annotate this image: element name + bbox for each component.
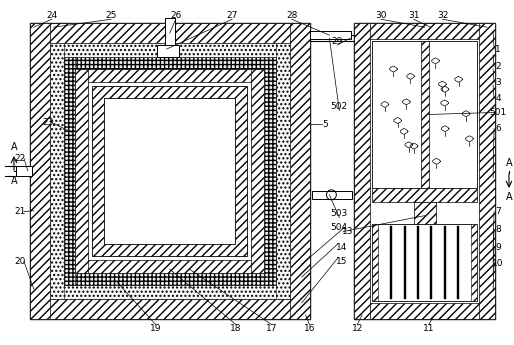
Text: 504: 504 <box>331 223 348 232</box>
Text: A: A <box>11 142 17 152</box>
Text: 7: 7 <box>495 207 501 216</box>
Bar <box>290 23 309 319</box>
Text: 8: 8 <box>495 225 501 234</box>
Text: 3: 3 <box>495 78 501 87</box>
Bar <box>471 224 477 301</box>
Text: 5: 5 <box>323 120 328 129</box>
Bar <box>30 23 309 43</box>
Bar <box>414 202 435 224</box>
Text: 1: 1 <box>495 45 501 53</box>
Text: 17: 17 <box>266 324 278 333</box>
Text: 30: 30 <box>375 11 387 20</box>
Bar <box>50 285 290 299</box>
Bar <box>104 98 235 244</box>
Bar <box>372 41 477 188</box>
Bar <box>93 86 247 256</box>
Text: 20: 20 <box>14 257 26 266</box>
Bar <box>354 23 495 39</box>
Text: 2: 2 <box>495 62 501 71</box>
Text: 14: 14 <box>336 243 347 252</box>
Bar <box>417 226 419 299</box>
Bar <box>420 41 429 188</box>
Bar <box>50 43 64 299</box>
Text: 22: 22 <box>14 154 26 162</box>
Bar <box>30 23 309 319</box>
Text: A: A <box>506 192 512 202</box>
Text: 9: 9 <box>495 243 501 252</box>
Text: 32: 32 <box>437 11 448 20</box>
Text: 23: 23 <box>42 118 53 127</box>
Text: 27: 27 <box>227 11 238 20</box>
Text: 16: 16 <box>304 324 315 333</box>
Text: 502: 502 <box>331 102 348 111</box>
Bar <box>30 23 50 319</box>
Text: 21: 21 <box>14 207 26 216</box>
Text: 18: 18 <box>230 324 242 333</box>
Bar <box>430 226 432 299</box>
Bar <box>30 299 309 319</box>
Text: 501: 501 <box>489 108 507 117</box>
Bar <box>390 226 392 299</box>
Bar <box>16 166 32 176</box>
Text: 15: 15 <box>336 257 347 266</box>
Bar <box>479 23 495 319</box>
Text: 19: 19 <box>150 324 161 333</box>
Text: A: A <box>506 158 512 168</box>
Bar <box>50 43 290 57</box>
Bar <box>372 224 378 301</box>
Bar <box>64 273 276 285</box>
Bar <box>354 23 370 319</box>
Bar <box>157 45 179 57</box>
Bar <box>76 260 264 273</box>
Text: 25: 25 <box>105 11 117 20</box>
Text: 6: 6 <box>495 124 501 133</box>
Text: 31: 31 <box>408 11 419 20</box>
Text: 28: 28 <box>286 11 298 20</box>
Bar <box>457 226 459 299</box>
Bar <box>372 188 477 202</box>
Text: 24: 24 <box>46 11 57 20</box>
Bar <box>64 57 76 285</box>
Text: 4: 4 <box>495 94 501 103</box>
Bar <box>354 23 495 319</box>
Text: 11: 11 <box>423 324 434 333</box>
Text: 10: 10 <box>492 259 504 268</box>
Bar <box>165 18 175 54</box>
Bar <box>372 224 477 301</box>
Text: 26: 26 <box>170 11 181 20</box>
Bar <box>264 57 276 285</box>
Bar <box>311 191 352 199</box>
Text: 503: 503 <box>331 209 348 218</box>
Bar <box>64 57 276 69</box>
Text: 13: 13 <box>341 227 353 236</box>
Bar <box>444 226 446 299</box>
Bar <box>354 303 495 319</box>
Text: 29: 29 <box>332 37 343 46</box>
Bar <box>251 69 264 273</box>
Bar <box>276 43 290 299</box>
Text: A: A <box>11 176 17 186</box>
Bar <box>403 226 406 299</box>
Text: 12: 12 <box>352 324 363 333</box>
Bar <box>309 31 351 39</box>
Bar <box>76 69 264 82</box>
Bar <box>76 69 88 273</box>
